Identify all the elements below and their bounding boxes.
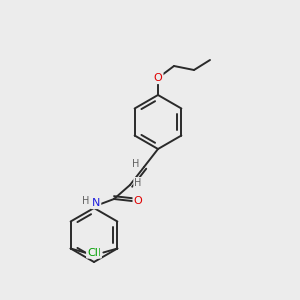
Text: O: O bbox=[134, 196, 142, 206]
Text: N: N bbox=[92, 198, 100, 208]
Text: Cl: Cl bbox=[87, 248, 98, 257]
Text: H: H bbox=[134, 178, 142, 188]
Text: H: H bbox=[82, 196, 90, 206]
Text: Cl: Cl bbox=[90, 248, 101, 257]
Text: O: O bbox=[154, 73, 162, 83]
Text: H: H bbox=[132, 159, 140, 169]
